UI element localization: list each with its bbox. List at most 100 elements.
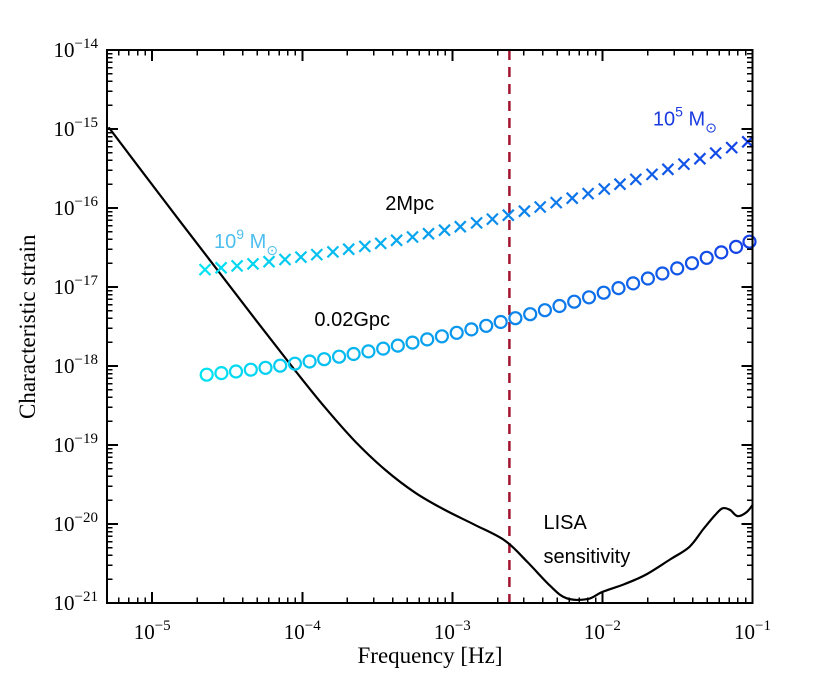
- x-marker: [246, 257, 260, 271]
- x-tick-label: 10−1: [734, 618, 771, 644]
- label-lisa-line1: LISA: [544, 512, 588, 534]
- y-tick-label: 10−18: [54, 352, 98, 378]
- y-axis-label: Characteristic strain: [15, 234, 40, 419]
- x-tick-label: 10−5: [134, 618, 171, 644]
- o-marker: [258, 360, 273, 375]
- o-marker: [625, 276, 641, 291]
- x-marker: [598, 182, 611, 196]
- x-marker: [422, 227, 435, 240]
- x-marker: [549, 196, 563, 209]
- series-2mpc-markers: [198, 135, 754, 276]
- o-marker: [390, 338, 405, 353]
- o-marker: [742, 234, 757, 249]
- o-marker: [596, 285, 611, 300]
- o-marker: [714, 245, 729, 260]
- o-marker: [479, 318, 494, 333]
- o-marker: [317, 352, 332, 367]
- o-marker: [376, 341, 391, 356]
- o-marker: [199, 367, 214, 382]
- o-marker: [523, 307, 538, 322]
- x-marker: [677, 157, 691, 171]
- x-marker: [565, 191, 579, 205]
- x-marker: [581, 187, 595, 200]
- x-marker: [358, 240, 372, 253]
- o-marker: [640, 271, 656, 286]
- o-marker: [611, 281, 626, 296]
- o-marker: [332, 349, 347, 364]
- x-marker: [470, 216, 483, 230]
- o-marker: [243, 362, 258, 377]
- o-marker: [449, 325, 464, 340]
- x-marker: [406, 230, 419, 244]
- o-marker: [728, 239, 744, 254]
- x-marker: [454, 220, 467, 233]
- x-axis-label: Frequency [Hz]: [357, 643, 503, 668]
- x-marker: [294, 250, 308, 264]
- o-marker: [228, 364, 244, 379]
- o-marker: [493, 314, 508, 330]
- o-marker: [670, 261, 685, 276]
- x-marker: [198, 263, 212, 276]
- o-marker: [581, 290, 597, 305]
- label-002gpc: 0.02Gpc: [314, 309, 390, 331]
- x-marker: [709, 146, 722, 160]
- x-marker: [262, 255, 276, 268]
- o-marker: [361, 344, 376, 359]
- x-marker: [645, 168, 659, 181]
- x-marker: [310, 248, 324, 261]
- y-tick-label: 10−16: [54, 194, 99, 220]
- x-marker: [502, 208, 515, 222]
- label-mass-1e9: 109 M⊙: [214, 226, 278, 258]
- x-marker: [390, 234, 403, 247]
- x-tick-label: 10−4: [284, 618, 321, 644]
- axes-layer: [106, 49, 754, 604]
- x-marker: [629, 173, 643, 186]
- x-marker: [342, 242, 355, 256]
- o-marker: [508, 311, 523, 326]
- o-marker: [302, 354, 317, 369]
- x-marker: [326, 245, 340, 259]
- label-lisa-line2: sensitivity: [544, 546, 631, 568]
- x-marker: [214, 261, 228, 275]
- o-marker: [655, 266, 670, 281]
- o-marker: [567, 294, 582, 309]
- x-marker: [438, 223, 451, 237]
- x-marker: [661, 163, 675, 176]
- o-marker: [420, 332, 435, 347]
- x-marker: [230, 259, 244, 273]
- x-marker: [725, 141, 738, 154]
- annotation-layer: 109 M⊙ 105 M⊙ 2Mpc 0.02Gpc LISA sensitivity: [214, 104, 717, 568]
- x-marker: [374, 237, 387, 250]
- x-marker: [486, 212, 499, 226]
- label-2mpc: 2Mpc: [385, 193, 434, 215]
- o-marker: [273, 358, 288, 373]
- y-tick-label: 10−15: [54, 115, 98, 141]
- y-tick-label: 10−21: [54, 589, 98, 615]
- y-tick-label: 10−19: [54, 431, 98, 457]
- o-marker: [287, 356, 302, 371]
- x-marker: [278, 253, 292, 266]
- x-tick-label: 10−2: [584, 618, 621, 644]
- y-tick-label: 10−20: [54, 510, 98, 536]
- series-002gpc-markers: [199, 234, 757, 382]
- x-marker: [613, 177, 627, 191]
- y-tick-label: 10−14: [54, 36, 99, 62]
- o-marker: [346, 346, 361, 362]
- tick-label-layer: 10−5 10−4 10−3 10−2 10−1 10−14 10−15 10−16 10−17…: [54, 36, 771, 644]
- o-marker: [464, 322, 479, 337]
- o-marker: [537, 303, 553, 318]
- series-layer: [108, 126, 757, 602]
- o-marker: [699, 250, 714, 265]
- label-mass-1e5: 105 M⊙: [653, 104, 717, 136]
- x-marker: [533, 200, 547, 214]
- o-marker: [405, 335, 420, 350]
- y-tick-label: 10−17: [54, 273, 99, 299]
- o-marker: [552, 298, 567, 314]
- x-marker: [518, 204, 531, 218]
- x-marker: [693, 152, 707, 165]
- plot-border: [106, 49, 754, 604]
- o-marker: [434, 329, 449, 344]
- o-marker: [214, 366, 229, 381]
